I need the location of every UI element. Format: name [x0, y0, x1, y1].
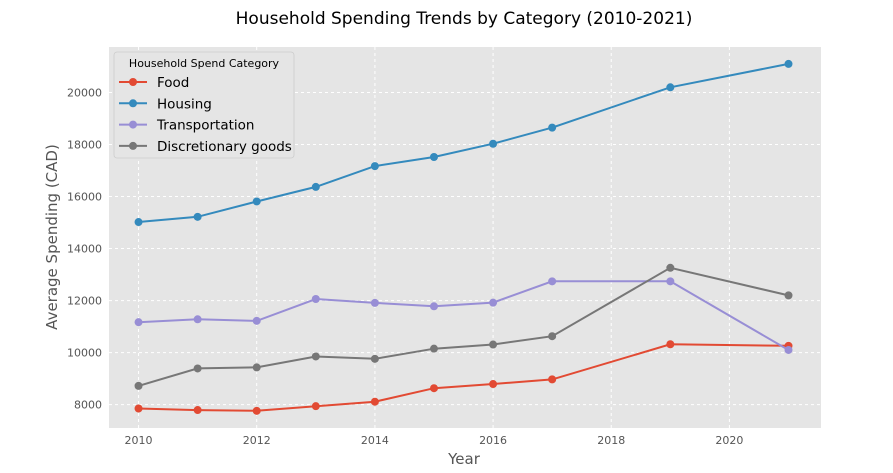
- data-point-housing: [193, 212, 202, 221]
- legend-label-transportation: Transportation: [156, 118, 254, 134]
- data-point-food: [311, 402, 320, 411]
- data-point-food: [489, 380, 498, 389]
- chart-title: Household Spending Trends by Category (2…: [236, 9, 693, 29]
- data-point-transportation: [666, 277, 675, 286]
- data-point-transportation: [311, 295, 320, 304]
- data-point-discretionary-goods: [489, 340, 498, 349]
- data-point-food: [429, 384, 438, 393]
- legend-title: Household Spend Category: [129, 57, 280, 70]
- x-tick-label: 2018: [597, 434, 625, 447]
- data-point-food: [666, 340, 675, 349]
- data-point-transportation: [370, 298, 379, 307]
- data-point-transportation: [252, 316, 261, 325]
- legend-marker-food: [129, 78, 137, 86]
- data-point-housing: [134, 218, 143, 227]
- x-tick-label: 2016: [479, 434, 507, 447]
- data-point-food: [370, 397, 379, 406]
- x-tick-label: 2010: [125, 434, 153, 447]
- y-tick-label: 8000: [74, 399, 102, 412]
- series-line-discretionary-goods: [138, 266, 789, 387]
- legend-box: [113, 51, 295, 159]
- data-point-transportation: [193, 315, 202, 324]
- data-point-transportation: [134, 318, 143, 327]
- data-point-housing: [311, 182, 320, 191]
- grid: [109, 47, 821, 428]
- data-point-transportation: [429, 302, 438, 311]
- data-point-food: [252, 406, 261, 415]
- y-axis-label: Average Spending (CAD): [43, 144, 61, 330]
- data-point-transportation: [784, 345, 793, 354]
- data-point-food: [548, 375, 557, 384]
- y-tick-label: 12000: [67, 295, 102, 308]
- data-point-housing: [429, 153, 438, 162]
- data-point-transportation: [548, 277, 557, 286]
- data-point-housing: [489, 139, 498, 148]
- x-tick-label: 2020: [715, 434, 743, 447]
- data-point-discretionary-goods: [370, 354, 379, 363]
- data-point-food: [134, 404, 143, 413]
- x-tick-label: 2012: [243, 434, 271, 447]
- data-point-housing: [370, 162, 379, 171]
- legend: Household Spend Category Food Housing Tran…: [113, 51, 295, 159]
- legend-marker-transportation: [129, 120, 137, 129]
- data-point-discretionary-goods: [252, 363, 261, 372]
- legend-label-discretionary-goods: Discretionary goods: [157, 139, 292, 155]
- data-point-housing: [666, 83, 675, 92]
- series-line-housing: [138, 62, 789, 223]
- data-point-discretionary-goods: [548, 332, 557, 341]
- data-point-discretionary-goods: [666, 263, 675, 272]
- series-lines: [134, 59, 793, 415]
- data-point-housing: [784, 59, 793, 68]
- data-point-discretionary-goods: [311, 352, 320, 361]
- tick-labels: 8000 10000 12000 14000 16000 18000 20000 2010 20…: [67, 87, 743, 447]
- legend-label-housing: Housing: [157, 96, 212, 112]
- y-tick-label: 14000: [67, 243, 102, 256]
- data-point-transportation: [489, 298, 498, 307]
- data-point-food: [193, 406, 202, 415]
- y-tick-label: 18000: [67, 139, 102, 152]
- series-line-food: [138, 343, 789, 412]
- data-point-housing: [252, 197, 261, 206]
- y-tick-label: 16000: [67, 191, 102, 204]
- data-point-housing: [548, 123, 557, 132]
- data-point-discretionary-goods: [784, 291, 793, 300]
- y-tick-label: 10000: [67, 347, 102, 360]
- x-tick-label: 2014: [361, 434, 389, 447]
- legend-marker-discretionary-goods: [129, 141, 137, 150]
- legend-marker-housing: [129, 99, 137, 108]
- data-point-discretionary-goods: [134, 381, 143, 390]
- legend-label-food: Food: [157, 75, 189, 91]
- data-point-discretionary-goods: [193, 364, 202, 373]
- x-axis-label: Year: [447, 450, 481, 468]
- series-line-transportation: [138, 280, 790, 351]
- data-point-discretionary-goods: [429, 344, 438, 353]
- y-tick-label: 20000: [67, 87, 102, 100]
